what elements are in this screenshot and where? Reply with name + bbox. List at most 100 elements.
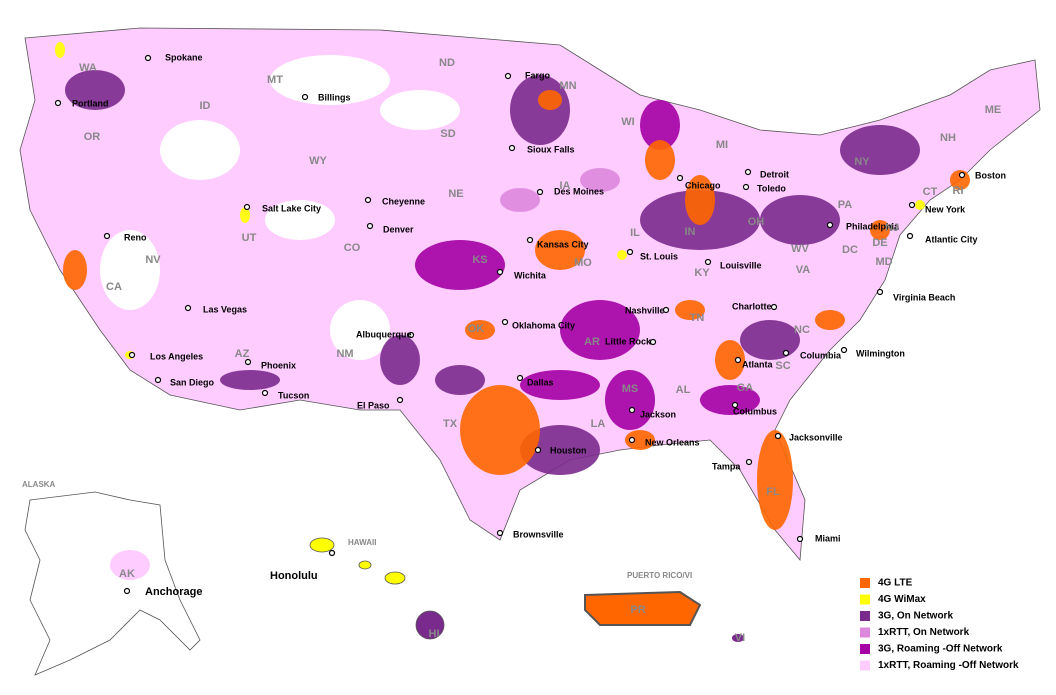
city-dot bbox=[628, 436, 636, 444]
alaska bbox=[24, 491, 201, 676]
state-label: MO bbox=[574, 257, 592, 269]
city-label: Phoenix bbox=[261, 360, 296, 370]
city-label: Detroit bbox=[760, 169, 789, 179]
city-label: San Diego bbox=[170, 377, 215, 387]
city-dot bbox=[496, 529, 504, 537]
city-label: Anchorage bbox=[145, 586, 202, 598]
coverage-area bbox=[625, 430, 655, 450]
city-label: St. Louis bbox=[640, 251, 678, 261]
city-label: El Paso bbox=[357, 400, 390, 410]
city-dot bbox=[649, 338, 657, 346]
city-dot bbox=[628, 406, 636, 414]
city-label: Columbia bbox=[800, 350, 842, 360]
city-label: Las Vegas bbox=[203, 304, 247, 314]
city-label: Wichita bbox=[514, 270, 547, 280]
coverage-area bbox=[500, 188, 540, 212]
legend-swatch bbox=[860, 627, 870, 638]
state-label: OH bbox=[748, 216, 765, 228]
coverage-area bbox=[840, 125, 920, 175]
state-label: MN bbox=[559, 80, 576, 92]
state-label: IL bbox=[630, 227, 640, 239]
state-label: TN bbox=[690, 312, 705, 324]
city-dot bbox=[504, 72, 512, 80]
state-label: WV bbox=[791, 243, 809, 255]
state-label: UT bbox=[242, 232, 257, 244]
map-labels: Spokane Portland Billings Fargo Sioux Falls D… bbox=[22, 52, 1045, 676]
city-dot bbox=[301, 93, 309, 101]
state-label: IN bbox=[685, 226, 696, 238]
city-label: Philadelphia bbox=[846, 221, 900, 231]
city-dot bbox=[704, 258, 712, 266]
city-label: Des Moines bbox=[554, 186, 604, 196]
state-label: DE bbox=[872, 237, 887, 249]
state-label: MI bbox=[716, 139, 728, 151]
city-label: Brownsville bbox=[513, 529, 564, 539]
state-label: AZ bbox=[235, 348, 250, 360]
state-label: WA bbox=[79, 62, 97, 74]
coverage-area bbox=[645, 140, 675, 180]
city-dot bbox=[516, 374, 524, 382]
state-label: NC bbox=[794, 324, 810, 336]
city-label: Miami bbox=[815, 533, 841, 543]
city-label: Sioux Falls bbox=[527, 144, 575, 154]
state-label: VA bbox=[796, 264, 811, 276]
coverage-area bbox=[55, 42, 65, 58]
state-label: LA bbox=[591, 418, 606, 430]
state-label: CA bbox=[106, 281, 122, 293]
coverage-area bbox=[380, 335, 420, 385]
legend-swatch bbox=[860, 644, 870, 654]
coverage-area bbox=[65, 70, 125, 110]
city-label: Atlantic City bbox=[925, 234, 978, 244]
state-label: PR bbox=[630, 604, 645, 616]
state-label: WY bbox=[309, 155, 327, 167]
coverage-area bbox=[538, 90, 562, 110]
no-coverage bbox=[270, 55, 390, 105]
city-label: Charlotte bbox=[732, 301, 772, 311]
city-label: Salt Lake City bbox=[262, 203, 321, 213]
coverage-area bbox=[760, 195, 840, 245]
state-label: IA bbox=[560, 180, 571, 192]
state-label: PA bbox=[838, 199, 853, 211]
coverage-area bbox=[240, 207, 250, 223]
coverage-area bbox=[815, 310, 845, 330]
city-label: Columbus bbox=[733, 406, 777, 416]
legend-label: 3G, Roaming -Off Network bbox=[878, 644, 1003, 655]
city-dot bbox=[782, 349, 790, 357]
legend-swatch bbox=[860, 660, 870, 671]
state-label: GA bbox=[737, 382, 754, 394]
state-label: ID bbox=[200, 100, 211, 112]
city-dot bbox=[826, 221, 834, 229]
city-dot bbox=[774, 432, 782, 440]
city-label: Louisville bbox=[720, 260, 762, 270]
city-dot bbox=[123, 587, 131, 595]
state-label: AR bbox=[584, 336, 600, 348]
hawaii-island bbox=[415, 610, 445, 640]
coverage-area bbox=[63, 250, 87, 290]
city-label: Chicago bbox=[685, 180, 721, 190]
no-coverage bbox=[265, 200, 335, 240]
state-label: MS bbox=[622, 383, 639, 395]
hawaii-island bbox=[384, 571, 406, 585]
city-dot bbox=[496, 268, 504, 276]
city-dot bbox=[244, 358, 252, 366]
puerto-rico bbox=[584, 590, 702, 626]
state-label: OR bbox=[84, 131, 101, 143]
city-dot bbox=[366, 222, 374, 230]
coverage-area bbox=[520, 425, 600, 475]
city-label: Little Rock bbox=[605, 336, 652, 346]
coverage-area bbox=[640, 100, 680, 150]
city-label: New Orleans bbox=[645, 437, 700, 447]
city-label: New York bbox=[925, 204, 966, 214]
state-label: NM bbox=[336, 348, 353, 360]
state-label: OK bbox=[468, 323, 485, 335]
legend-label: 4G LTE bbox=[878, 578, 913, 589]
city-label: Tucson bbox=[278, 390, 309, 400]
city-label: Dallas bbox=[527, 377, 554, 387]
coverage-area bbox=[915, 200, 925, 210]
coverage-area bbox=[465, 320, 495, 340]
legend-label: 1xRTT, On Network bbox=[878, 627, 970, 638]
city-label: Atlanta bbox=[742, 359, 773, 369]
city-label: Nashville bbox=[625, 305, 665, 315]
city-dot bbox=[876, 288, 884, 296]
